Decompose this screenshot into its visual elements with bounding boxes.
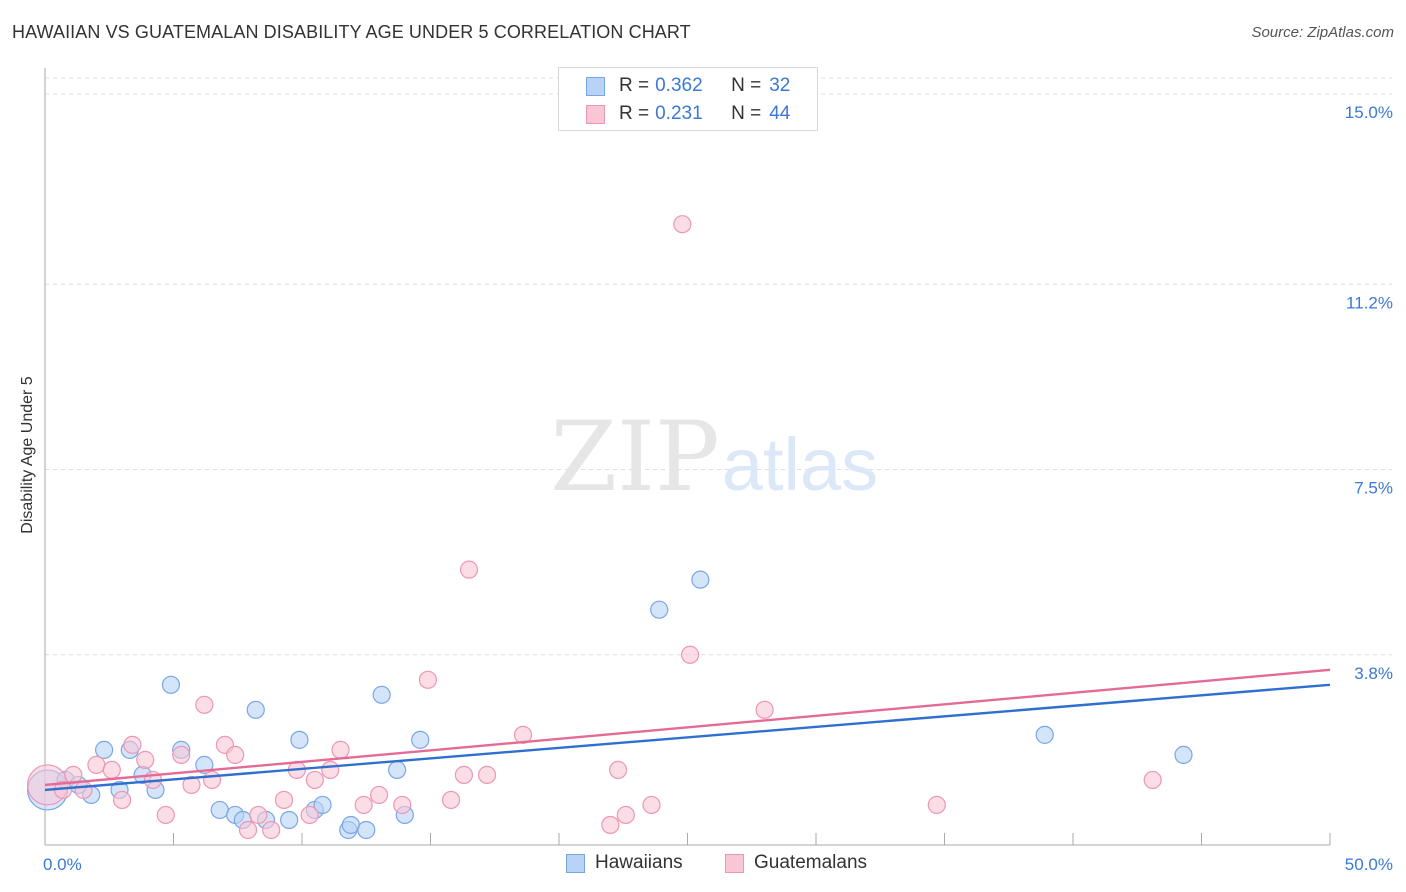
guatemalan-point (238, 820, 258, 840)
guatemalan-point (459, 560, 479, 579)
guatemalan-point (226, 745, 245, 764)
guatemalans-n-value: 44 (769, 103, 791, 124)
x-tick-label: 0.0% (43, 855, 82, 874)
legend-row-guatemalans: R = 0.231 N = 44 (586, 102, 790, 126)
guatemalan-point (274, 790, 294, 810)
y-tick-label: 7.5% (1354, 479, 1393, 498)
hawaiian-point (313, 795, 332, 815)
guatemalan-point (172, 745, 191, 764)
hawaiian-point (372, 685, 391, 704)
guatemalan-point (393, 795, 412, 815)
trend-lines (44, 668, 1331, 792)
guatemalan-point (755, 700, 774, 719)
guatemalans-swatch (586, 104, 605, 124)
hawaiian-point (290, 730, 309, 749)
guatemalan-point (262, 820, 281, 840)
hawaiians-n-value: 32 (769, 75, 791, 96)
guatemalan-point (112, 790, 132, 810)
legend-guatemalans-swatch (725, 853, 744, 873)
hawaiian-point (691, 570, 710, 589)
legend-guatemalans-label: Guatemalans (754, 852, 868, 873)
guatemalan-point (182, 775, 201, 795)
legend-row-hawaiians: R = 0.362 N = 32 (586, 74, 790, 98)
guatemalans-trend-line (44, 668, 1331, 787)
hawaiian-point (387, 760, 407, 780)
hawaiian-point (341, 815, 360, 835)
guatemalan-point (87, 755, 106, 774)
guatemalan-point (195, 695, 214, 714)
guatemalan-point (136, 750, 155, 769)
guatemalans-r-value: 0.231 (655, 103, 703, 124)
hawaiian-point (246, 700, 265, 719)
guatemalan-point (321, 760, 340, 780)
guatemalan-point (642, 795, 661, 815)
guatemalan-point (441, 790, 461, 810)
guatemalans-n-label: N = (731, 103, 762, 124)
guatemalan-point (454, 765, 474, 785)
guatemalans-r-label: R = (619, 103, 650, 124)
guatemalan-point (74, 780, 93, 800)
legend-hawaiians[interactable]: Hawaiians (566, 852, 683, 874)
legend-guatemalans[interactable]: Guatemalans (725, 852, 867, 874)
hawaiians-r-value: 0.362 (655, 75, 703, 96)
x-tick-label: 50.0% (1345, 855, 1393, 874)
hawaiian-point (161, 675, 181, 694)
guatemalan-point (370, 785, 389, 805)
hawaiian-point (95, 740, 114, 759)
hawaiians-r-label: R = (619, 75, 650, 96)
y-axis-label: Disability Age Under 5 (19, 376, 36, 534)
axes (44, 68, 1331, 846)
hawaiian-point (1035, 725, 1054, 744)
guatemalan-point (477, 765, 497, 785)
hawaiians-n-label: N = (731, 75, 762, 96)
y-tick-label: 15.0% (1345, 103, 1393, 122)
guatemalan-point (305, 770, 324, 790)
guatemalan-point (680, 645, 700, 664)
guatemalan-point (601, 815, 620, 835)
guatemalan-point (249, 805, 268, 825)
hawaiian-point (357, 820, 376, 840)
guatemalan-point (123, 735, 142, 754)
hawaiian-point (280, 810, 299, 830)
guatemalan-point (927, 795, 946, 815)
correlation-legend: R = 0.362 N = 32 R = 0.231 N = 44 (558, 67, 818, 131)
hawaiian-point (1174, 745, 1193, 764)
y-tick-label: 11.2% (1346, 293, 1393, 312)
guatemalan-point (202, 770, 222, 790)
guatemalan-point (300, 805, 319, 825)
guatemalan-point (513, 725, 533, 744)
watermark-atlas: atlas (722, 423, 878, 506)
guatemalan-point (616, 805, 635, 825)
hawaiian-point (650, 600, 669, 619)
guatemalan-point (156, 805, 175, 825)
watermark: ZIP atlas (550, 401, 878, 513)
guatemalan-point (354, 795, 373, 815)
guatemalans-points (26, 215, 1162, 840)
guatemalan-point (1143, 770, 1162, 790)
legend-hawaiians-swatch (566, 853, 585, 873)
source-label: Source: ZipAtlas.com (1251, 24, 1394, 41)
hawaiians-swatch (586, 76, 605, 96)
guatemalan-point (331, 740, 350, 759)
guatemalan-point (609, 760, 628, 780)
watermark-zip: ZIP (550, 401, 719, 513)
y-tick-label: 3.8% (1354, 664, 1393, 683)
hawaiian-point (210, 800, 229, 820)
guatemalan-point (673, 215, 692, 234)
chart-title: HAWAIIAN VS GUATEMALAN DISABILITY AGE UN… (12, 22, 691, 42)
hawaiian-point (411, 730, 430, 749)
guatemalan-point (418, 670, 438, 689)
legend-hawaiians-label: Hawaiians (595, 852, 683, 873)
gridlines (45, 77, 1392, 656)
tick-labels: 3.8% 7.5% 11.2% 15.0% 0.0% 50.0% (43, 103, 1393, 874)
series-legend: Hawaiians Guatemalans (0, 852, 1406, 876)
hawaiians-trend-line (44, 683, 1331, 792)
guatemalan-point (102, 760, 121, 780)
